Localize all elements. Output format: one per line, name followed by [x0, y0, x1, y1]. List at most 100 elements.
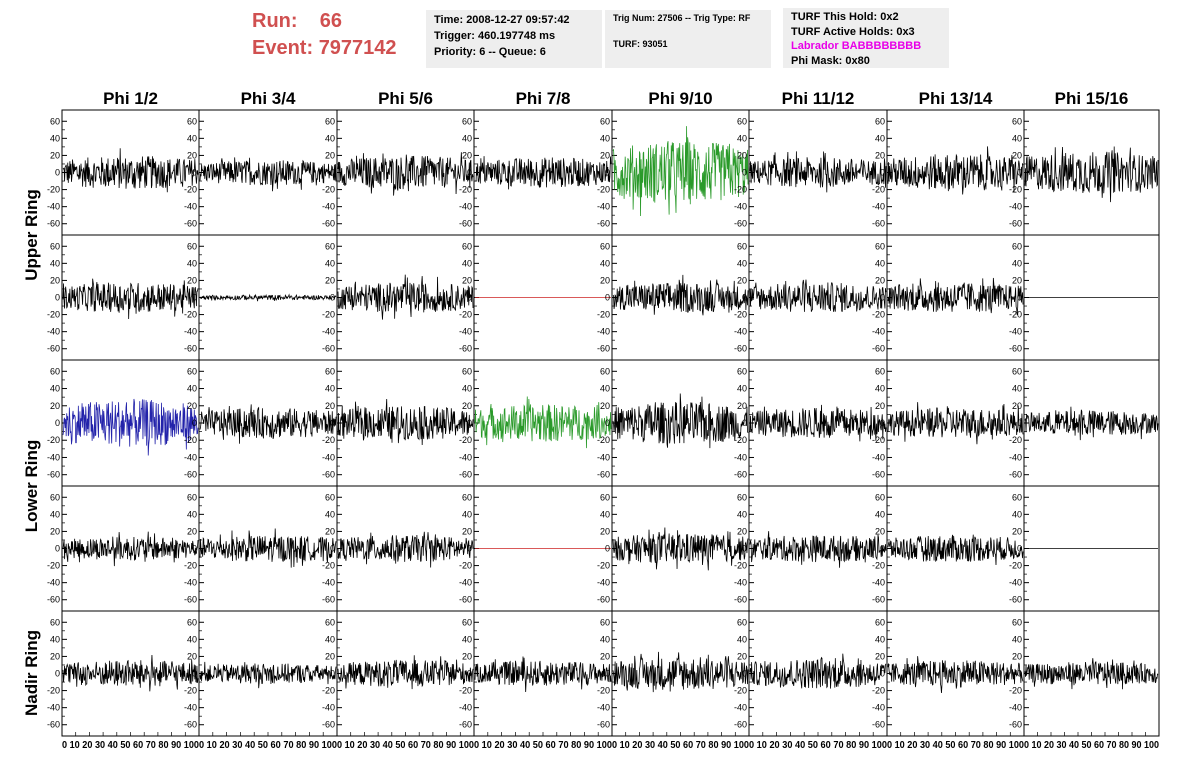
y-tick-label: 40 — [600, 634, 610, 644]
y-tick-label: 20 — [187, 651, 197, 661]
y-tick-label: 0 — [467, 669, 472, 679]
y-tick-label: 40 — [187, 509, 197, 519]
y-tick-label: 60 — [462, 116, 472, 126]
y-tick-label: -60 — [47, 720, 60, 730]
y-tick-label: 60 — [1012, 617, 1022, 627]
y-tick-label: 20 — [737, 526, 747, 536]
y-tick-label: 0 — [1017, 669, 1022, 679]
y-tick-label: 0 — [880, 544, 885, 554]
y-tick-label: -20 — [734, 310, 747, 320]
waveform-trace — [612, 393, 749, 449]
y-tick-label: 20 — [325, 275, 335, 285]
y-tick-label: 20 — [875, 275, 885, 285]
y-tick-label: 20 — [1012, 526, 1022, 536]
y-tick-label: 20 — [462, 150, 472, 160]
y-tick-label: -40 — [734, 452, 747, 462]
y-tick-label: 60 — [50, 492, 60, 502]
y-tick-label: -60 — [322, 595, 335, 605]
y-tick-label: -60 — [1009, 344, 1022, 354]
y-tick-label: 60 — [600, 366, 610, 376]
run-event-box: Run: 66 Event: 7977142 — [252, 8, 420, 68]
y-tick-label: -40 — [459, 703, 472, 713]
y-tick-label: -20 — [184, 310, 197, 320]
waveform-trace — [62, 278, 199, 320]
y-tick-label: -20 — [322, 561, 335, 571]
y-tick-label: 40 — [737, 384, 747, 394]
waveform-trace — [199, 528, 337, 568]
y-tick-label: 20 — [50, 526, 60, 536]
waveform-trace — [612, 126, 749, 217]
y-tick-label: -60 — [322, 344, 335, 354]
y-tick-label: 60 — [600, 116, 610, 126]
y-tick-label: 20 — [600, 526, 610, 536]
y-tick-label: 40 — [325, 384, 335, 394]
run-line: Run: 66 — [252, 8, 420, 35]
y-tick-label: 40 — [1012, 509, 1022, 519]
y-tick-label: -40 — [184, 578, 197, 588]
column-title: Phi 5/6 — [378, 89, 433, 108]
y-tick-label: -60 — [322, 720, 335, 730]
y-tick-label: 60 — [462, 241, 472, 251]
y-tick-label: 0 — [330, 544, 335, 554]
y-tick-label: 40 — [1012, 258, 1022, 268]
y-tick-label: 0 — [605, 418, 610, 428]
column-title: Phi 11/12 — [782, 89, 855, 108]
waveform-trace — [474, 156, 612, 190]
y-tick-label: 20 — [50, 275, 60, 285]
x-tick-labels: 0 10 20 30 40 50 60 70 80 90 100 — [612, 740, 749, 751]
y-tick-label: 0 — [467, 418, 472, 428]
turf-hold-text: TURF This Hold: 0x2 — [791, 11, 899, 23]
y-tick-label: 60 — [462, 366, 472, 376]
y-tick-label: 0 — [467, 544, 472, 554]
waveform-trace — [749, 653, 887, 689]
y-tick-label: -40 — [597, 578, 610, 588]
y-tick-label: 60 — [325, 492, 335, 502]
y-tick-label: 20 — [600, 651, 610, 661]
ring-label: Lower Ring — [22, 440, 41, 533]
event-line: Event: 7977142 — [252, 35, 420, 62]
y-tick-label: 40 — [875, 384, 885, 394]
y-tick-label: -60 — [47, 344, 60, 354]
y-tick-label: -20 — [597, 185, 610, 195]
waveform-trace — [1024, 658, 1159, 690]
y-tick-label: -60 — [184, 344, 197, 354]
y-tick-label: 60 — [462, 617, 472, 627]
y-tick-label: 0 — [55, 544, 60, 554]
column-title: Phi 1/2 — [103, 89, 158, 108]
waveform-trace — [887, 534, 1024, 566]
y-tick-label: 60 — [600, 492, 610, 502]
y-tick-label: -20 — [872, 185, 885, 195]
y-tick-label: 0 — [330, 418, 335, 428]
y-tick-label: -40 — [872, 452, 885, 462]
y-tick-label: -20 — [734, 435, 747, 445]
y-tick-label: -60 — [734, 720, 747, 730]
x-tick-labels: 0 10 20 30 40 50 60 70 80 90 100 — [887, 740, 1024, 751]
x-tick-labels: 0 10 20 30 40 50 60 70 80 90 100 — [62, 740, 199, 751]
waveform-trace — [749, 151, 887, 193]
y-tick-label: 60 — [1012, 241, 1022, 251]
y-tick-label: 40 — [462, 634, 472, 644]
y-tick-label: 0 — [605, 544, 610, 554]
y-tick-label: 0 — [55, 168, 60, 178]
y-tick-label: 40 — [875, 509, 885, 519]
y-tick-label: -20 — [597, 561, 610, 571]
y-tick-label: -60 — [322, 470, 335, 480]
y-tick-label: 20 — [462, 526, 472, 536]
y-tick-label: 20 — [50, 651, 60, 661]
y-tick-label: 40 — [325, 258, 335, 268]
y-tick-label: 20 — [325, 526, 335, 536]
y-tick-label: 20 — [1012, 651, 1022, 661]
x-tick-labels: 0 10 20 30 40 50 60 70 80 90 100 — [1024, 740, 1159, 751]
y-tick-label: -20 — [734, 185, 747, 195]
y-tick-label: 0 — [742, 418, 747, 428]
y-tick-label: -60 — [184, 219, 197, 229]
y-tick-label: 0 — [192, 293, 197, 303]
y-tick-label: -60 — [734, 219, 747, 229]
x-tick-labels: 0 10 20 30 40 50 60 70 80 90 100 — [337, 740, 474, 751]
y-tick-label: -40 — [459, 578, 472, 588]
y-tick-label: -40 — [459, 202, 472, 212]
waveform-trace — [612, 274, 749, 316]
y-tick-label: 60 — [875, 492, 885, 502]
panel-frame — [748, 109, 888, 236]
y-tick-label: 40 — [187, 258, 197, 268]
